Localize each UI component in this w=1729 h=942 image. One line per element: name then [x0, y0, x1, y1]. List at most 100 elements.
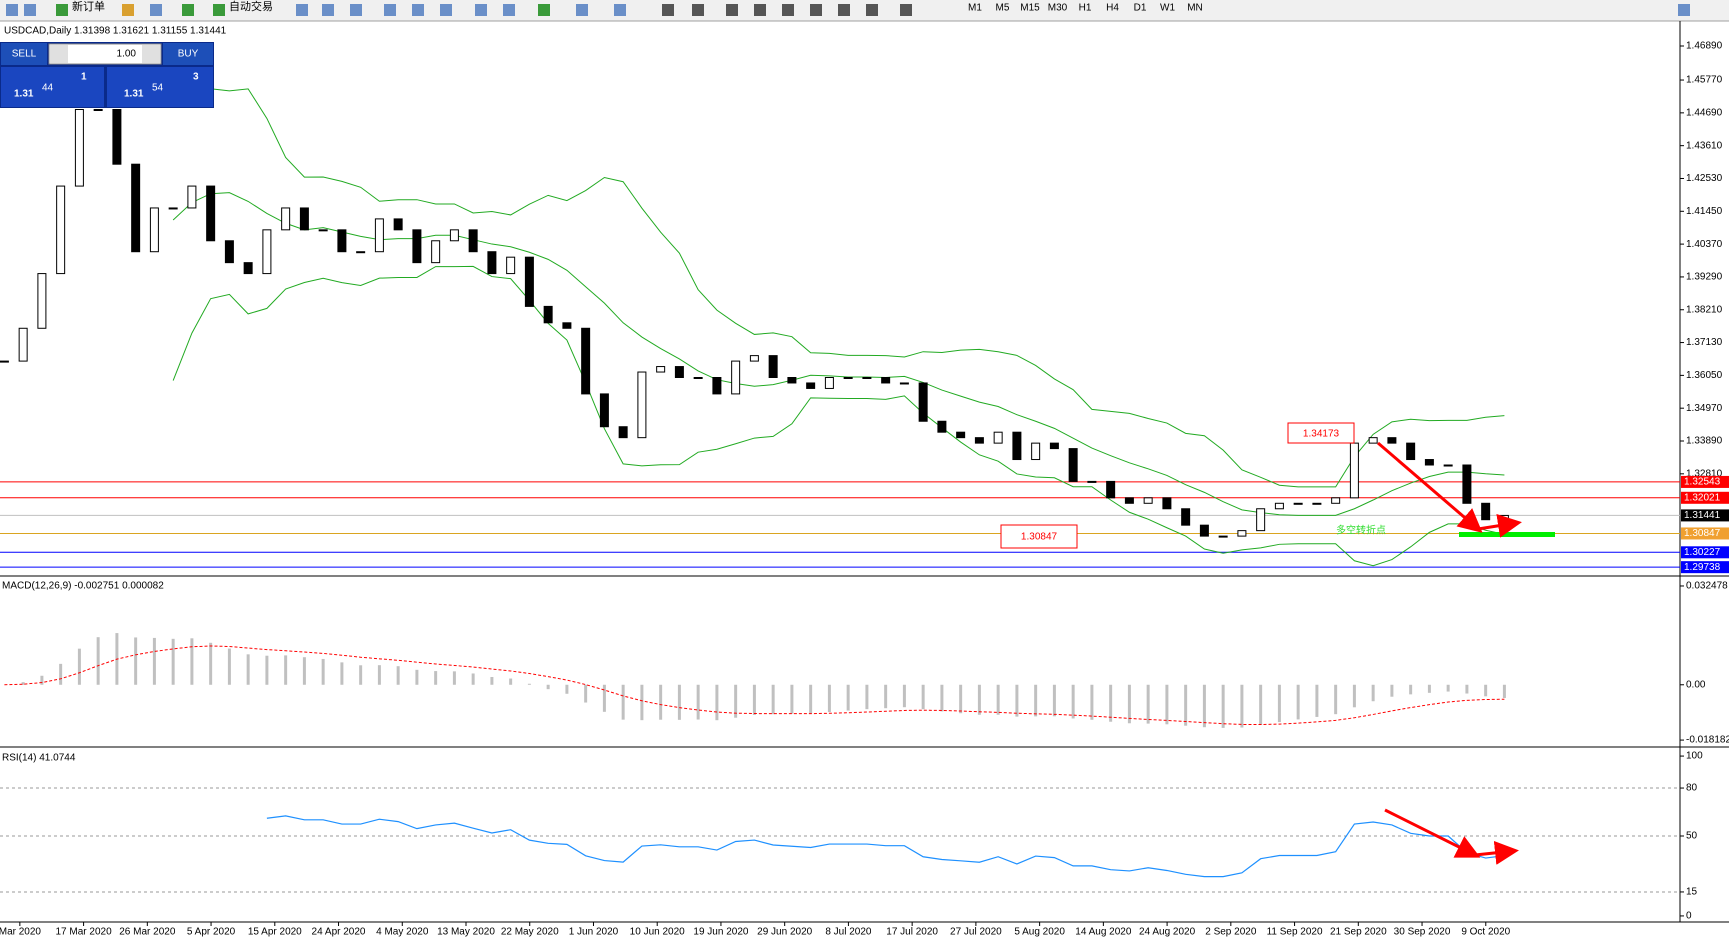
bid-box[interactable]: [1, 67, 104, 107]
volume[interactable]: 1.00: [117, 49, 137, 60]
x-tick-label: 27 Jul 2020: [950, 927, 1002, 938]
candle: [1331, 497, 1341, 504]
spinner[interactable]: [142, 45, 160, 63]
icon[interactable]: [440, 4, 452, 16]
icon[interactable]: [296, 4, 308, 16]
new-order[interactable]: 新订单: [72, 0, 105, 13]
candle: [674, 366, 684, 378]
icon[interactable]: [322, 4, 334, 16]
y-tick-label: 1.43610: [1686, 140, 1723, 151]
icon[interactable]: [384, 4, 396, 16]
timeframe[interactable]: M30: [1048, 3, 1068, 14]
icon[interactable]: [350, 4, 362, 16]
spinner[interactable]: [50, 45, 68, 63]
bid-point: 1: [81, 72, 87, 83]
sell-label[interactable]: SELL: [12, 49, 37, 60]
candle: [243, 262, 253, 275]
trend-arrow: [1474, 840, 1519, 865]
timeframe[interactable]: M5: [996, 3, 1010, 14]
timeframe[interactable]: D1: [1134, 3, 1147, 14]
candle: [1031, 442, 1041, 461]
ask-box[interactable]: [107, 67, 213, 107]
bid-big: 1.31: [14, 89, 34, 100]
icon[interactable]: [662, 4, 674, 16]
candle: [131, 163, 141, 253]
icon[interactable]: [576, 4, 588, 16]
timeframe[interactable]: M15: [1020, 3, 1040, 14]
candle: [431, 240, 441, 264]
icon[interactable]: [503, 4, 515, 16]
trade-panel: SELL 1.00 BUY 1.31 44 1 1.31 54 3: [0, 42, 214, 108]
buy-button[interactable]: [163, 43, 213, 65]
timeframe[interactable]: W1: [1160, 3, 1175, 14]
candle: [562, 322, 572, 329]
icon[interactable]: [24, 4, 36, 16]
indicator-label: RSI(14) 41.0744: [2, 753, 76, 764]
ask-point: 3: [193, 72, 199, 83]
y-tick-label: 100: [1686, 751, 1703, 762]
y-tick-label: 1.36050: [1686, 370, 1723, 381]
ask-pips: 54: [152, 83, 164, 94]
icon[interactable]: [692, 4, 704, 16]
icon[interactable]: [182, 4, 194, 16]
y-tick-label: 50: [1686, 831, 1698, 842]
timeframe[interactable]: H4: [1106, 3, 1119, 14]
candle: [1012, 431, 1022, 461]
candle: [843, 377, 853, 379]
y-tick-label: 80: [1686, 783, 1698, 794]
icon[interactable]: [866, 4, 878, 16]
icon[interactable]: [782, 4, 794, 16]
level-label: 1.30847: [1684, 528, 1721, 539]
candle: [824, 377, 834, 389]
volume-field[interactable]: [48, 43, 162, 65]
icon[interactable]: [56, 4, 68, 16]
icon[interactable]: [754, 4, 766, 16]
y-tick-label: 1.37130: [1686, 337, 1723, 348]
icon[interactable]: [726, 4, 738, 16]
icon[interactable]: [838, 4, 850, 16]
y-tick-label: 1.33890: [1686, 436, 1723, 447]
candle: [56, 185, 66, 275]
y-tick-label: 1.39290: [1686, 272, 1723, 283]
candle: [187, 185, 197, 209]
timeframe[interactable]: M1: [968, 3, 982, 14]
candle: [1368, 437, 1378, 444]
indicator-label: MACD(12,26,9) -0.002751 0.000082: [2, 581, 164, 592]
candle: [862, 377, 872, 379]
y-tick-label: 0.00: [1686, 679, 1706, 690]
candle: [1106, 480, 1116, 499]
candle: [806, 382, 816, 389]
timeframe[interactable]: H1: [1079, 3, 1092, 14]
icon[interactable]: [412, 4, 424, 16]
candle: [1387, 437, 1397, 444]
candle: [637, 371, 647, 439]
x-tick-label: 11 Sep 2020: [1267, 927, 1323, 938]
icon[interactable]: [213, 4, 225, 16]
candle: [712, 377, 722, 395]
icon[interactable]: [900, 4, 912, 16]
auto-trading[interactable]: 自动交易: [229, 0, 273, 13]
candle: [1481, 502, 1491, 521]
icon[interactable]: [810, 4, 822, 16]
sell-button[interactable]: [1, 43, 47, 65]
trend-arrow: [1384, 808, 1481, 858]
bid-pips: 44: [42, 83, 54, 94]
candle: [1218, 535, 1228, 538]
icon[interactable]: [614, 4, 626, 16]
icon[interactable]: [1678, 4, 1690, 16]
candle: [112, 109, 122, 165]
candle: [1406, 442, 1416, 461]
icon[interactable]: [122, 4, 134, 16]
candle: [262, 229, 272, 275]
x-tick-label: 21 Sep 2020: [1330, 927, 1387, 938]
bollinger-band: [172, 265, 1505, 567]
icon[interactable]: [475, 4, 487, 16]
timeframe[interactable]: MN: [1187, 3, 1203, 14]
icon[interactable]: [150, 4, 162, 16]
buy-label[interactable]: BUY: [178, 49, 199, 60]
x-tick-label: 9 Oct 2020: [1461, 927, 1510, 938]
icon[interactable]: [6, 4, 18, 16]
icon[interactable]: [538, 4, 550, 16]
